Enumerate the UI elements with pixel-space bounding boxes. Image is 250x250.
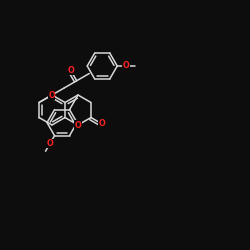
Text: O: O [48,91,55,100]
Text: O: O [123,62,130,70]
Text: O: O [47,139,54,148]
Text: O: O [74,120,81,130]
Text: O: O [99,120,105,128]
Text: O: O [67,66,74,75]
